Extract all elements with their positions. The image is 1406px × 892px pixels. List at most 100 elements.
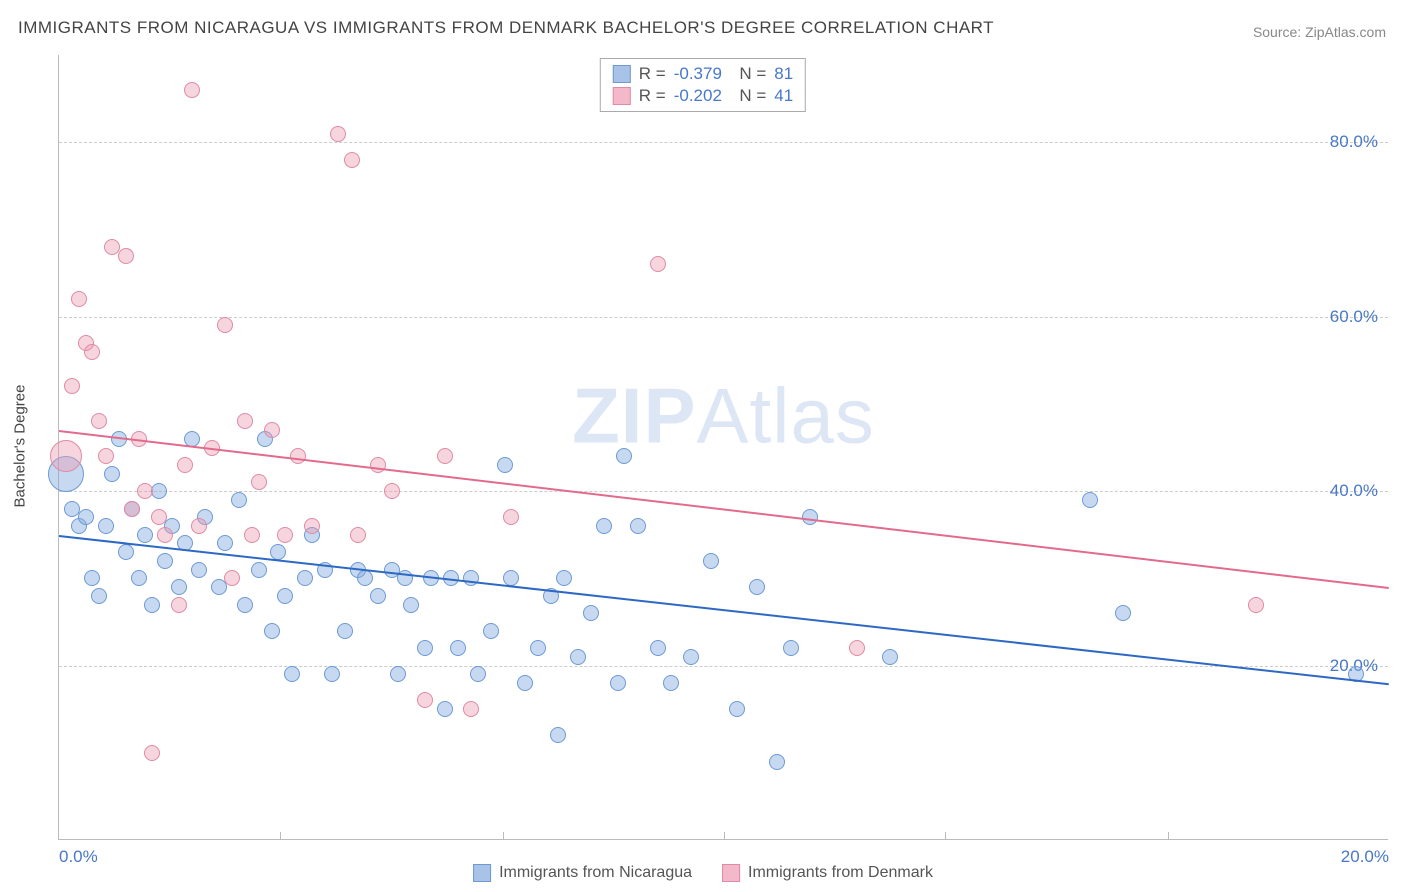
data-point	[304, 518, 320, 534]
data-point	[1082, 492, 1098, 508]
watermark-bold: ZIP	[572, 371, 696, 459]
stat-r-label: R =	[639, 64, 666, 84]
data-point	[50, 440, 82, 472]
data-point	[769, 754, 785, 770]
data-point	[703, 553, 719, 569]
data-point	[729, 701, 745, 717]
data-point	[131, 570, 147, 586]
gridline-h	[59, 317, 1388, 318]
data-point	[596, 518, 612, 534]
legend-item-denmark: Immigrants from Denmark	[722, 864, 933, 882]
data-point	[78, 509, 94, 525]
data-point	[517, 675, 533, 691]
data-point	[437, 701, 453, 717]
data-point	[530, 640, 546, 656]
source-label: Source:	[1253, 24, 1305, 40]
data-point	[184, 82, 200, 98]
data-point	[84, 344, 100, 360]
data-point	[124, 501, 140, 517]
data-point	[390, 666, 406, 682]
source-link[interactable]: ZipAtlas.com	[1305, 24, 1386, 40]
data-point	[556, 570, 572, 586]
legend: Immigrants from Nicaragua Immigrants fro…	[465, 862, 941, 884]
data-point	[403, 597, 419, 613]
legend-label: Immigrants from Denmark	[748, 864, 933, 882]
stats-row: R = -0.379 N = 81	[613, 63, 793, 85]
data-point	[550, 727, 566, 743]
stat-r-value: -0.202	[674, 86, 722, 106]
y-tick-label: 40.0%	[1330, 481, 1378, 501]
data-point	[237, 413, 253, 429]
stat-r-value: -0.379	[674, 64, 722, 84]
data-point	[483, 623, 499, 639]
data-point	[450, 640, 466, 656]
watermark: ZIPAtlas	[572, 370, 875, 461]
legend-item-nicaragua: Immigrants from Nicaragua	[473, 864, 692, 882]
data-point	[224, 570, 240, 586]
stats-swatch-icon	[613, 87, 631, 105]
data-point	[357, 570, 373, 586]
data-point	[277, 588, 293, 604]
data-point	[570, 649, 586, 665]
x-tick-mark	[724, 832, 725, 840]
data-point	[344, 152, 360, 168]
stat-n-value: 41	[774, 86, 793, 106]
data-point	[64, 378, 80, 394]
data-point	[650, 640, 666, 656]
x-tick-label: 0.0%	[59, 847, 98, 867]
data-point	[191, 562, 207, 578]
x-tick-mark	[1168, 832, 1169, 840]
data-point	[650, 256, 666, 272]
data-point	[157, 553, 173, 569]
data-point	[497, 457, 513, 473]
data-point	[630, 518, 646, 534]
data-point	[610, 675, 626, 691]
data-point	[91, 413, 107, 429]
data-point	[882, 649, 898, 665]
data-point	[251, 562, 267, 578]
data-point	[171, 597, 187, 613]
data-point	[264, 623, 280, 639]
data-point	[749, 579, 765, 595]
legend-swatch-icon	[473, 864, 491, 882]
data-point	[683, 649, 699, 665]
data-point	[470, 666, 486, 682]
data-point	[370, 588, 386, 604]
data-point	[237, 597, 253, 613]
data-point	[384, 483, 400, 499]
trend-line	[59, 535, 1389, 685]
data-point	[417, 692, 433, 708]
data-point	[1248, 597, 1264, 613]
data-point	[783, 640, 799, 656]
legend-swatch-icon	[722, 864, 740, 882]
data-point	[231, 492, 247, 508]
plot-area: ZIPAtlas 20.0%40.0%60.0%80.0%0.0%20.0%	[58, 55, 1388, 840]
source-attribution: Source: ZipAtlas.com	[1253, 24, 1386, 40]
gridline-h	[59, 491, 1388, 492]
data-point	[264, 422, 280, 438]
data-point	[118, 248, 134, 264]
watermark-rest: Atlas	[696, 371, 874, 459]
data-point	[1115, 605, 1131, 621]
data-point	[98, 518, 114, 534]
legend-label: Immigrants from Nicaragua	[499, 864, 692, 882]
chart-title: IMMIGRANTS FROM NICARAGUA VS IMMIGRANTS …	[18, 18, 994, 38]
data-point	[330, 126, 346, 142]
data-point	[84, 570, 100, 586]
stat-n-label: N =	[730, 64, 766, 84]
stat-n-label: N =	[730, 86, 766, 106]
data-point	[463, 701, 479, 717]
data-point	[118, 544, 134, 560]
data-point	[849, 640, 865, 656]
data-point	[137, 527, 153, 543]
data-point	[337, 623, 353, 639]
data-point	[324, 666, 340, 682]
stat-n-value: 81	[774, 64, 793, 84]
x-tick-label: 20.0%	[1341, 847, 1389, 867]
data-point	[350, 527, 366, 543]
data-point	[71, 291, 87, 307]
correlation-stats-box: R = -0.379 N = 81R = -0.202 N = 41	[600, 58, 806, 112]
stats-row: R = -0.202 N = 41	[613, 85, 793, 107]
data-point	[104, 466, 120, 482]
data-point	[144, 745, 160, 761]
